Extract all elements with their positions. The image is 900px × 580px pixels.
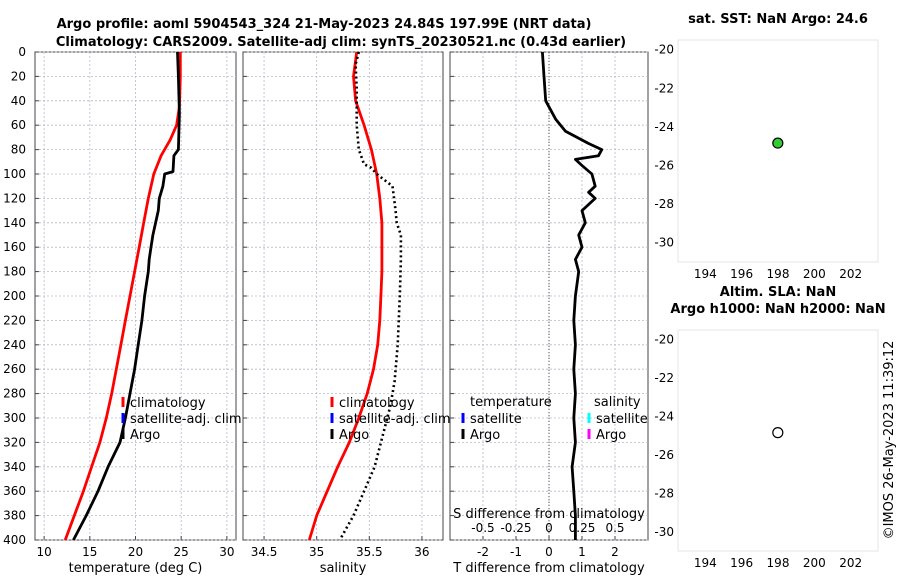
map-title: sat. SST: NaN Argo: 24.6 (688, 12, 868, 27)
x-tick-label: 15 (82, 545, 97, 559)
legend-label: climatology (130, 396, 206, 411)
map-frame (677, 39, 879, 263)
y-tick-label: 300 (3, 411, 26, 425)
legend-label: Argo (596, 428, 626, 443)
y-tick-label: 240 (3, 338, 26, 352)
sla-map-panel: 194 196 198 200 202 -20 -22 -24 -26 -28 -30 Altim. … (654, 285, 885, 570)
y-tick-label: -30 (654, 525, 674, 539)
s-diff-tick-label: 0.25 (569, 521, 596, 535)
sst-map-panel: 194 196 198 200 202 -20 -22 -24 -26 -28 -30 sat. SS… (654, 12, 879, 281)
y-tick-label: 20 (11, 69, 26, 83)
y-tick-label: 140 (3, 216, 26, 230)
x-tick-label: 36 (414, 545, 429, 559)
y-tick-label: 340 (3, 460, 26, 474)
y-tick-label: -22 (654, 371, 674, 385)
s-diff-tick-label: 0.5 (605, 521, 624, 535)
x-tick-label: 202 (839, 556, 862, 570)
y-tick-label: 60 (11, 118, 26, 132)
x-tick-label: 34.5 (251, 545, 278, 559)
timestamp: ©IMOS 26-May-2023 11:39:12 (882, 341, 897, 540)
s-diff-axis-label: S difference from climatology (453, 507, 645, 522)
y-tick-label: -24 (654, 120, 674, 134)
x-tick-label: 0 (545, 545, 553, 559)
salinity-panel: 34.5 35 35.5 36 salinity climatologysatellite… (242, 51, 451, 576)
y-tick-label: 320 (3, 435, 26, 449)
y-tick-label: 100 (3, 167, 26, 181)
y-tick-label: 360 (3, 484, 26, 498)
x-tick-label: 1 (578, 545, 586, 559)
x-tick-label: 20 (128, 545, 143, 559)
y-tick-label: 0 (18, 45, 26, 59)
x-tick-label: -2 (477, 545, 489, 559)
x-tick-label: 35 (309, 545, 324, 559)
y-tick-label: 120 (3, 191, 26, 205)
x-tick-label: 198 (767, 267, 790, 281)
y-tick-label: 180 (3, 265, 26, 279)
y-tick-label: -30 (654, 236, 674, 250)
legend-title-temperature: temperature (470, 395, 552, 410)
x-axis-label: T difference from climatology (452, 561, 645, 576)
y-tick-label: -20 (654, 43, 674, 57)
y-tick-label: 280 (3, 387, 26, 401)
y-tick-label: -28 (654, 486, 674, 500)
map-frame (677, 329, 879, 552)
y-tick-label: 220 (3, 313, 26, 327)
y-tick-label: -28 (654, 197, 674, 211)
profile-location-marker (772, 137, 784, 149)
series-line-argo (72, 51, 181, 541)
y-tick-label: 80 (11, 143, 26, 157)
legend-label: climatology (339, 396, 415, 411)
difference-panel: -2 -1 0 1 2 T difference from climatology -0.5… (449, 51, 649, 576)
x-tick-label: 2 (611, 545, 619, 559)
map-title-2: Argo h1000: NaN h2000: NaN (670, 302, 885, 317)
profile-location-marker (772, 427, 784, 439)
y-tick-label: 200 (3, 289, 26, 303)
y-tick-label: -22 (654, 81, 674, 95)
x-tick-label: 30 (219, 545, 234, 559)
y-tick-label: -26 (654, 158, 674, 172)
s-diff-tick-label: -0.5 (471, 521, 494, 535)
legend-label: Argo (339, 428, 369, 443)
legend-label: satellite-adj. clim (339, 412, 451, 427)
x-tick-label: 194 (694, 267, 717, 281)
s-diff-tick-label: -0.25 (500, 521, 531, 535)
legend-label: satellite (470, 412, 522, 427)
x-tick-label: 194 (694, 556, 717, 570)
y-tick-label: 380 (3, 509, 26, 523)
series-line-argo (338, 51, 403, 541)
x-tick-label: 202 (839, 267, 862, 281)
x-tick-label: 25 (174, 545, 189, 559)
x-tick-label: 35.5 (356, 545, 383, 559)
legend-label: Argo (130, 428, 160, 443)
series-line-climatology (63, 52, 182, 541)
series-line-argo (541, 51, 604, 540)
x-axis-label: salinity (320, 561, 367, 576)
x-tick-label: 198 (767, 556, 790, 570)
x-tick-label: 10 (36, 545, 51, 559)
x-tick-label: -1 (510, 545, 522, 559)
y-tick-label: 260 (3, 362, 26, 376)
y-tick-label: 160 (3, 240, 26, 254)
temperature-panel: 10 15 20 25 30020406080100120140160180200220… (3, 45, 242, 576)
s-diff-tick-label: 0 (545, 521, 553, 535)
x-axis-label: temperature (deg C) (69, 561, 203, 576)
x-tick-label: 196 (730, 556, 753, 570)
figure-title-line2: Climatology: CARS2009. Satellite-adj cli… (56, 35, 626, 50)
x-tick-label: 200 (803, 556, 826, 570)
x-tick-label: 196 (730, 267, 753, 281)
legend-label: satellite-adj. clim (130, 412, 242, 427)
y-tick-label: -26 (654, 448, 674, 462)
figure-title-line1: Argo profile: aoml 5904543_324 21-May-20… (57, 17, 592, 32)
x-tick-label: 200 (803, 267, 826, 281)
legend-title-salinity: salinity (594, 395, 641, 410)
legend-label: satellite (596, 412, 648, 427)
y-tick-label: -24 (654, 409, 674, 423)
map-title: Altim. SLA: NaN (720, 285, 836, 300)
y-tick-label: -20 (654, 333, 674, 347)
legend-label: Argo (470, 428, 500, 443)
series-line-climatology (307, 51, 384, 541)
y-tick-label: 400 (3, 533, 26, 547)
y-tick-label: 40 (11, 94, 26, 108)
